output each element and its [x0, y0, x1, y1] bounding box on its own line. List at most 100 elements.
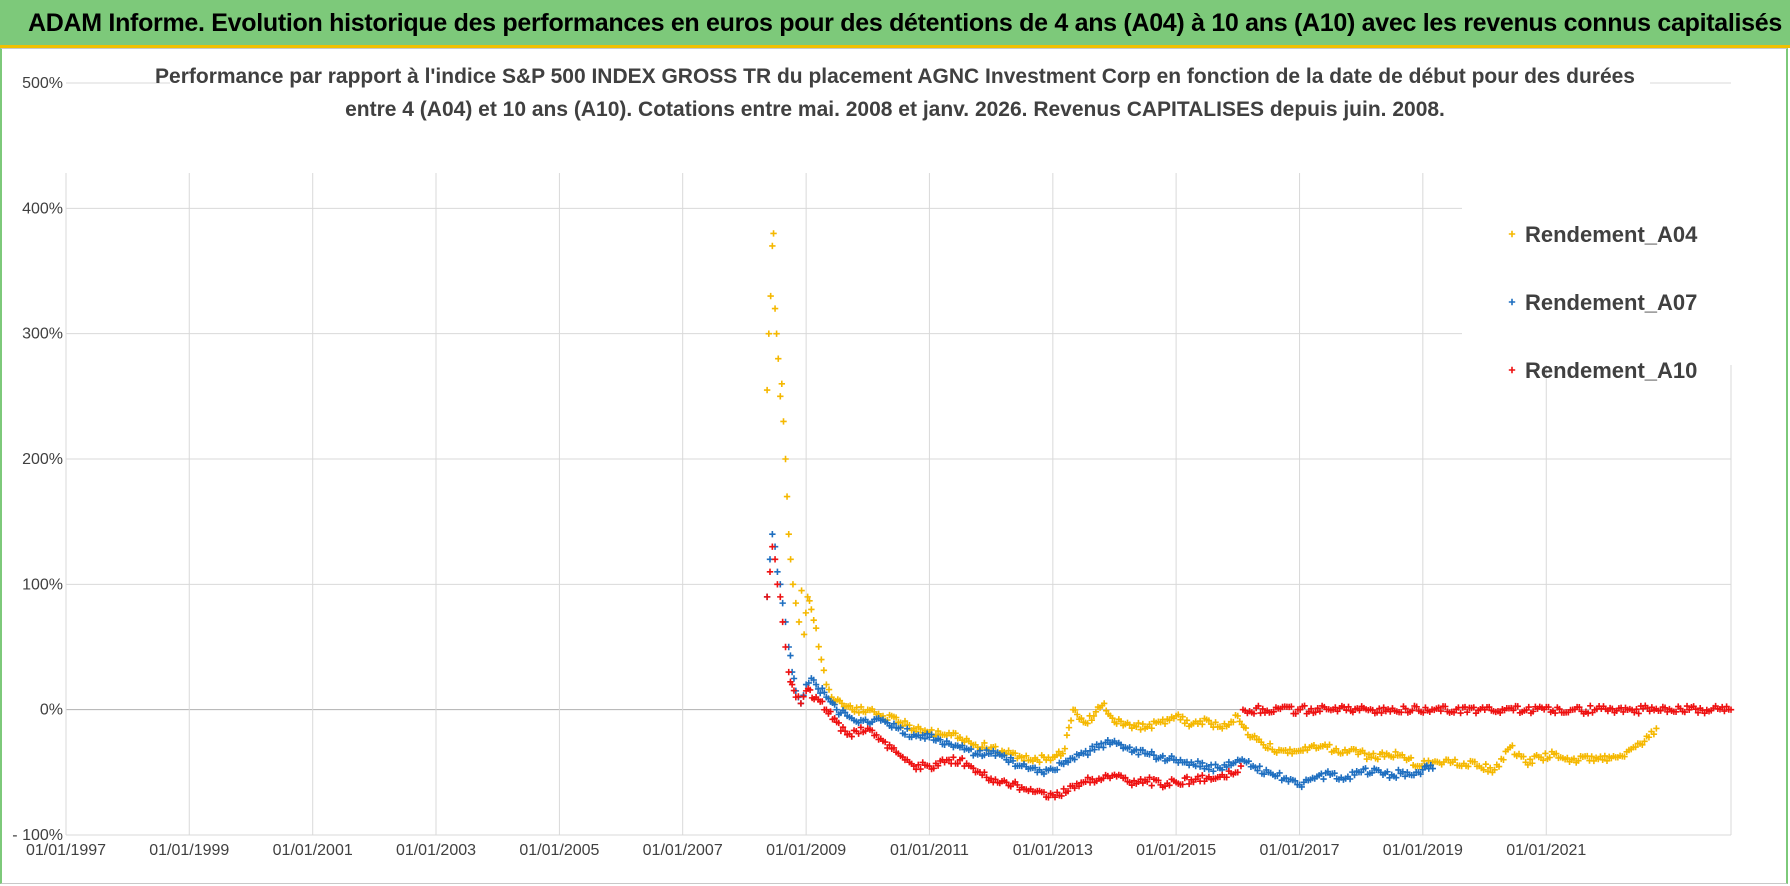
data-point	[1011, 750, 1019, 757]
data-point	[846, 702, 854, 709]
data-point	[1063, 731, 1071, 739]
data-point	[1379, 749, 1386, 756]
data-point	[1194, 758, 1202, 765]
data-point	[1089, 775, 1096, 783]
data-point	[1199, 721, 1206, 728]
data-point	[1657, 707, 1664, 714]
data-point	[797, 700, 805, 707]
data-point	[910, 762, 918, 770]
data-point	[1361, 750, 1368, 757]
data-point	[1009, 757, 1017, 765]
x-tick-label: 01/01/2017	[1260, 842, 1340, 859]
report-title: ADAM Informe. Evolution historique des p…	[28, 9, 1782, 37]
data-point	[774, 581, 781, 588]
data-point	[1036, 758, 1043, 766]
data-point	[1621, 753, 1628, 760]
data-point	[1212, 761, 1219, 768]
data-point	[1084, 720, 1091, 727]
data-point	[1001, 752, 1008, 759]
data-point	[886, 741, 893, 749]
x-tick-label: 01/01/1997	[26, 842, 106, 859]
data-point	[819, 685, 826, 692]
data-point	[1380, 704, 1387, 711]
data-point	[806, 686, 814, 694]
data-point	[1075, 783, 1083, 790]
data-point	[1086, 747, 1094, 755]
data-point	[1059, 750, 1066, 757]
data-point	[981, 751, 988, 759]
data-point	[1413, 703, 1420, 710]
data-point	[976, 747, 984, 754]
data-point	[1212, 719, 1219, 726]
data-point	[1635, 710, 1642, 717]
data-point	[1633, 706, 1640, 713]
y-tick-label: - 100%	[12, 827, 63, 844]
data-point	[804, 593, 811, 601]
data-point	[808, 606, 815, 613]
data-point	[1223, 763, 1230, 771]
data-point	[1632, 743, 1639, 751]
data-point	[1551, 709, 1559, 717]
data-point	[1553, 750, 1560, 757]
data-point	[1362, 765, 1369, 772]
data-point	[812, 681, 820, 688]
data-point	[1374, 756, 1382, 763]
legend-label-rendement-a04: Rendement_A04	[1525, 222, 1698, 247]
data-point	[1097, 740, 1105, 747]
data-point	[1324, 768, 1332, 775]
legend-marker-rendement-a10	[1508, 366, 1516, 374]
chart-subtitle: Performance par rapport à l'indice S&P 5…	[155, 56, 1650, 122]
data-point	[1283, 774, 1290, 782]
data-point	[892, 714, 900, 721]
data-point	[1326, 741, 1333, 748]
data-point	[1368, 769, 1376, 777]
data-point	[1100, 744, 1107, 751]
data-point	[790, 675, 798, 682]
data-point	[1199, 772, 1206, 779]
x-tick-label: 01/01/1999	[149, 842, 229, 859]
data-point	[1113, 720, 1120, 727]
data-point	[1230, 718, 1237, 726]
data-point	[1420, 709, 1427, 716]
data-point	[1064, 759, 1072, 766]
data-point	[1620, 708, 1627, 716]
data-point	[1126, 744, 1133, 751]
data-point	[1146, 721, 1153, 728]
data-point	[958, 742, 966, 749]
data-point	[785, 531, 792, 538]
data-point	[783, 493, 791, 500]
data-point	[779, 618, 786, 626]
data-point	[1251, 732, 1258, 740]
data-point	[1199, 759, 1206, 767]
data-point	[1219, 725, 1226, 732]
data-point	[810, 617, 817, 624]
data-point	[823, 681, 830, 688]
data-point	[1378, 709, 1385, 717]
data-point	[1179, 781, 1186, 788]
data-point	[789, 581, 797, 588]
data-point	[1461, 703, 1469, 711]
data-point	[1159, 752, 1166, 760]
data-point	[1320, 775, 1327, 783]
data-point	[1183, 773, 1191, 781]
data-point	[992, 752, 999, 760]
data-point	[1470, 704, 1477, 711]
data-point	[1237, 762, 1245, 770]
data-point	[1694, 709, 1702, 716]
x-tick-label: 01/01/2003	[396, 842, 476, 859]
data-point	[1245, 757, 1252, 765]
data-point	[1398, 709, 1405, 716]
data-point	[1205, 766, 1213, 773]
data-point	[1256, 763, 1263, 770]
data-point	[1060, 760, 1067, 768]
data-point	[1161, 720, 1169, 727]
data-point	[1576, 703, 1583, 711]
subtitle-line-2: entre 4 (A04) et 10 ans (A10). Cotations…	[345, 98, 1445, 121]
data-point	[1166, 717, 1173, 724]
data-point	[857, 724, 865, 731]
data-point	[1058, 792, 1065, 800]
data-point	[1495, 763, 1503, 770]
data-point	[1064, 787, 1072, 795]
data-point	[1457, 709, 1464, 717]
series-rendement-a07	[763, 531, 1436, 791]
